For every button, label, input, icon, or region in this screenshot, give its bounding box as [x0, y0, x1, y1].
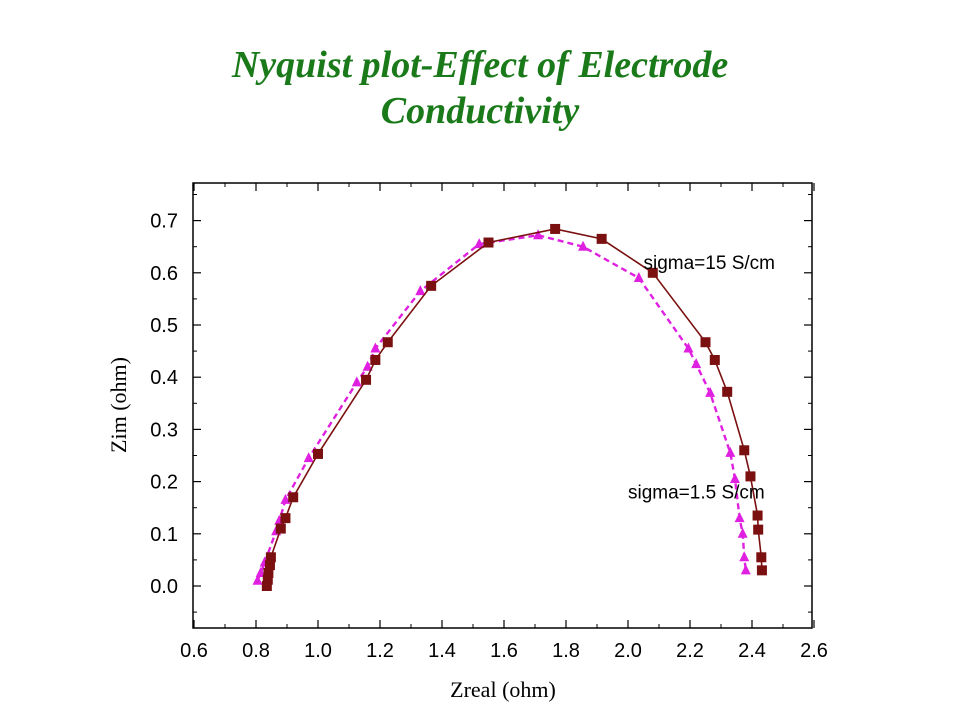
data-point-triangle — [739, 551, 750, 562]
x-tick-label: 2.2 — [676, 640, 704, 662]
x-tick-label: 1.0 — [304, 640, 332, 662]
y-tick-label: 0.6 — [150, 263, 178, 285]
data-point-square — [700, 337, 711, 348]
data-point-triangle — [729, 472, 740, 483]
x-axis-title: Zreal (ohm) — [450, 677, 556, 702]
data-point-square — [262, 574, 273, 585]
data-point-triangle — [725, 446, 736, 457]
data-point-square — [483, 237, 494, 248]
annotation-layer: sigma=15 S/cm sigma=1.5 S/cm — [628, 253, 775, 504]
data-point-square — [382, 337, 393, 348]
y-tick-labels: 0.0 0.1 0.2 0.3 0.4 0.5 0.6 0.7 — [150, 211, 178, 598]
data-point-triangle — [737, 527, 748, 538]
y-tick-label: 0.1 — [150, 524, 178, 546]
data-point-triangle — [740, 564, 751, 575]
x-tick-label: 1.6 — [490, 640, 518, 662]
data-point-triangle — [255, 566, 266, 577]
series-sigma-15 — [261, 223, 767, 591]
data-point-triangle — [370, 342, 381, 353]
data-point-square — [745, 471, 756, 482]
x-tick-label: 1.4 — [428, 640, 456, 662]
x-tick-label: 2.0 — [614, 640, 642, 662]
y-tick-label: 0.7 — [150, 211, 178, 233]
x-tick-label: 1.8 — [552, 640, 580, 662]
x-tick-labels: 0.6 0.8 1.0 1.2 1.4 1.6 1.8 2.0 2.2 2.4 2.6 — [180, 640, 828, 662]
x-tick-label: 1.2 — [366, 640, 394, 662]
data-point-square — [756, 565, 767, 576]
y-axis-title: Zim (ohm) — [106, 357, 131, 453]
data-point-triangle — [351, 376, 362, 387]
data-point-triangle — [474, 238, 485, 249]
slide-title-line2: Conductivity — [380, 90, 580, 132]
data-point-square — [550, 223, 561, 234]
data-point-square — [596, 233, 607, 244]
data-point-square — [275, 523, 286, 534]
tick-marks — [193, 183, 815, 628]
y-tick-label: 0.4 — [150, 367, 178, 389]
slide-title: Nyquist plot-Effect of Electrode Conduct… — [0, 42, 960, 134]
data-point-triangle — [252, 574, 263, 585]
data-point-triangle — [362, 360, 373, 371]
data-point-triangle — [280, 493, 291, 504]
y-tick-label: 0.0 — [150, 576, 178, 598]
data-point-square — [722, 386, 733, 397]
x-tick-label: 0.8 — [242, 640, 270, 662]
data-point-triangle — [415, 285, 426, 296]
y-tick-label: 0.5 — [150, 315, 178, 337]
data-point-square — [264, 560, 275, 571]
data-point-square — [280, 513, 291, 524]
y-tick-label: 0.3 — [150, 419, 178, 441]
data-point-square — [753, 524, 764, 535]
data-point-triangle — [691, 358, 702, 369]
data-point-square — [263, 567, 274, 578]
y-tick-label: 0.2 — [150, 472, 178, 494]
data-point-triangle — [578, 240, 589, 251]
data-point-square — [370, 354, 381, 365]
data-point-square — [265, 552, 276, 563]
series-annotation: sigma=1.5 S/cm — [628, 483, 765, 504]
plot-frame — [192, 182, 813, 629]
series-sigma-1-5 — [252, 229, 751, 585]
data-point-triangle — [683, 342, 694, 353]
data-point-square — [313, 448, 323, 459]
data-point-square — [739, 445, 750, 456]
data-point-square — [709, 354, 720, 365]
x-tick-label: 0.6 — [180, 640, 208, 662]
data-point-triangle — [633, 272, 644, 283]
data-point-triangle — [533, 229, 544, 240]
data-point-triangle — [705, 386, 716, 397]
series-layer — [252, 223, 767, 591]
data-point-square — [647, 267, 658, 278]
series-annotation: sigma=15 S/cm — [644, 253, 775, 274]
data-point-triangle — [734, 512, 745, 523]
slide-title-line1: Nyquist plot-Effect of Electrode — [231, 44, 729, 86]
series-line — [256, 233, 747, 582]
data-point-square — [426, 280, 437, 291]
data-point-square — [756, 552, 767, 563]
data-point-triangle — [303, 452, 314, 463]
data-point-square — [288, 492, 299, 503]
data-point-square — [752, 510, 763, 521]
x-tick-label: 2.4 — [738, 640, 766, 662]
data-point-square — [261, 581, 272, 591]
data-point-square — [361, 374, 372, 385]
x-tick-label: 2.6 — [800, 640, 828, 662]
